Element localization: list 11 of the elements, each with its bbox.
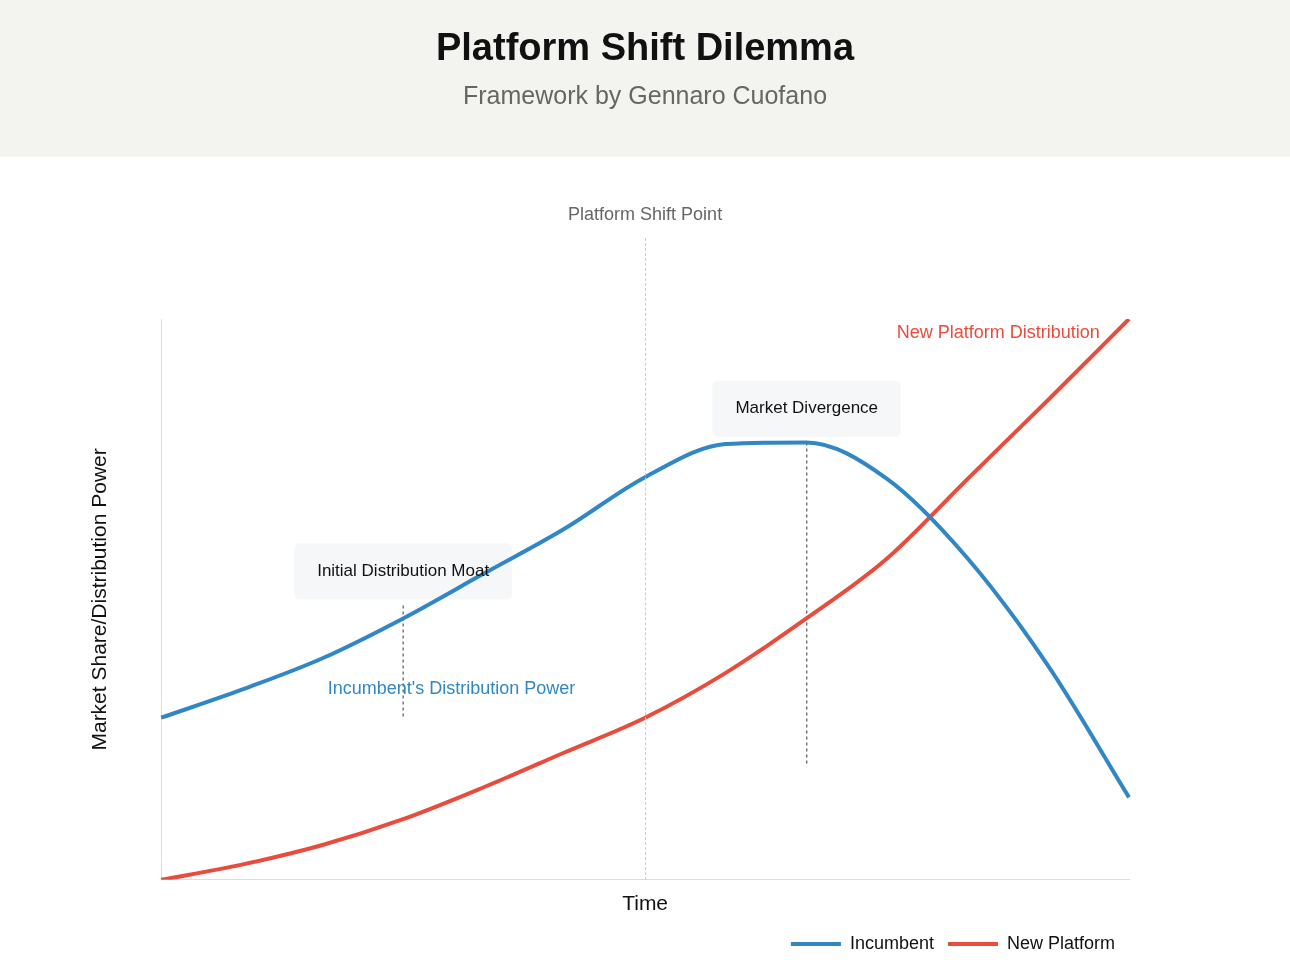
annotation: Incumbent's Distribution Power [327,678,576,699]
chart-title: Platform Shift Dilemma [434,25,856,69]
legend-label: New Platform [1006,932,1115,953]
annotation: Market Divergence [735,398,879,418]
legend-label: Incumbent [849,932,934,953]
chart-subtitle: Framework by Gennaro Cuofano [461,81,829,110]
text: Platform Shift Point [568,203,723,224]
y-axis-title: Market Share/Distribution Power [87,448,111,751]
annotation: New Platform Distribution [896,321,1100,342]
annotation: Initial Distribution Moat [317,561,490,581]
x-axis-title: Time [622,891,669,915]
